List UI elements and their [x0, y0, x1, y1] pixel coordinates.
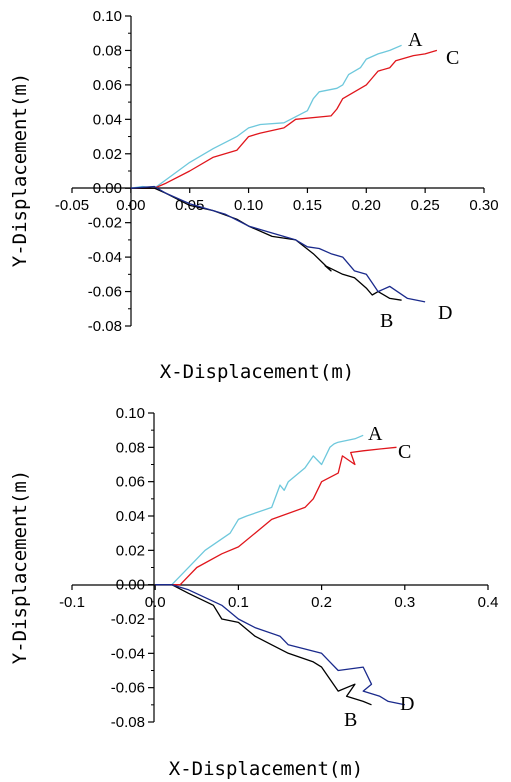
chart-1-curve-label-b: B [380, 310, 393, 332]
chart-1-y-tick-label: -0.04 [88, 249, 122, 266]
chart-1-series [130, 44, 438, 303]
chart-2: -0.1 0.0 0.1 0.2 0.3 0.4 -0.08 -0.06 -0.04 -0.02… [9, 405, 498, 780]
chart-1-x-ticks: -0.05 0.00 0.05 0.10 0.15 0.20 0.25 0.30 [55, 188, 499, 214]
chart-2-y-tick-label: 0.10 [116, 405, 145, 422]
chart-1-y-tick-label: -0.06 [88, 284, 122, 301]
chart-2-y-tick-label: 0.08 [116, 439, 145, 456]
chart-1-y-tick-label: 0.10 [93, 8, 122, 25]
chart-2-x-tick-label: -0.1 [59, 594, 85, 611]
chart-1-x-axis-label: X-Displacement(m) [160, 361, 354, 383]
chart-2-series-c [155, 446, 397, 586]
chart-2-x-tick-label: 0.2 [311, 594, 332, 611]
chart-1-y-tick-label: -0.02 [88, 215, 122, 232]
chart-1-x-tick-label: -0.05 [55, 197, 89, 214]
chart-2-y-tick-label: 0.06 [116, 474, 145, 491]
chart-2-curve-label-a: A [368, 423, 383, 445]
chart-2-y-tick-label: 0.04 [116, 508, 145, 525]
chart-1-x-tick-label: 0.10 [234, 197, 263, 214]
chart-2-y-tick-label: -0.06 [111, 680, 145, 697]
chart-2-x-tick-label: 0.0 [145, 594, 166, 611]
chart-1-series-d [130, 185, 426, 303]
chart-2-y-ticks: -0.08 -0.06 -0.04 -0.02 0.00 0.02 0.04 0.06 0.08… [111, 405, 154, 731]
chart-2-y-tick-label: -0.08 [111, 714, 145, 731]
chart-2-series [155, 434, 405, 706]
chart-1-x-tick-label: 0.25 [411, 197, 440, 214]
chart-1-curve-label-d: D [438, 302, 452, 324]
chart-2-curve-label-d: D [400, 693, 414, 715]
chart-2-y-tick-label: 0.02 [116, 542, 145, 559]
chart-1-series-a [130, 44, 402, 189]
chart-2-series-a [155, 434, 364, 586]
chart-2-y-tick-label: 0.00 [116, 577, 145, 594]
chart-1-curve-label-a: A [408, 29, 423, 51]
chart-1-x-tick-label: 0.20 [352, 197, 381, 214]
chart-1-series-c [130, 49, 438, 189]
chart-2-curve-label-b: B [344, 709, 357, 731]
chart-1-y-ticks: -0.08 -0.06 -0.04 -0.02 0.00 0.02 0.04 0.06 0.08… [88, 8, 131, 335]
chart-1-y-tick-label: 0.08 [93, 42, 122, 59]
chart-1: -0.05 0.00 0.05 0.10 0.15 0.20 0.25 0.30 -0.08-… [9, 8, 499, 383]
chart-1-y-tick-label: -0.08 [88, 318, 122, 335]
chart-1-y-axis-label: Y-Displacement(m) [9, 73, 31, 267]
chart-2-x-ticks: -0.1 0.0 0.1 0.2 0.3 0.4 [59, 585, 498, 611]
chart-1-y-tick-label: 0.06 [93, 77, 122, 94]
chart-2-series-d [155, 584, 405, 706]
chart-1-curve-label-c: C [446, 47, 459, 69]
chart-1-y-tick-label: 0.00 [93, 180, 122, 197]
chart-2-x-tick-label: 0.1 [228, 594, 249, 611]
chart-1-series-b [130, 187, 402, 301]
chart-1-y-tick-label: 0.02 [93, 146, 122, 163]
chart-2-curve-label-c: C [398, 441, 411, 463]
chart-2-x-axis-label: X-Displacement(m) [169, 758, 363, 780]
chart-2-y-tick-label: -0.04 [111, 645, 145, 662]
chart-2-series-b [155, 584, 372, 706]
chart-2-y-axis-label: Y-Displacement(m) [9, 470, 31, 664]
chart-1-x-tick-label: 0.30 [469, 197, 498, 214]
chart-2-x-tick-label: 0.4 [478, 594, 499, 611]
chart-2-y-tick-label: -0.02 [111, 611, 145, 628]
chart-1-y-tick-label: 0.04 [93, 111, 122, 128]
chart-1-x-tick-label: 0.15 [293, 197, 322, 214]
chart-2-x-tick-label: 0.3 [394, 594, 415, 611]
